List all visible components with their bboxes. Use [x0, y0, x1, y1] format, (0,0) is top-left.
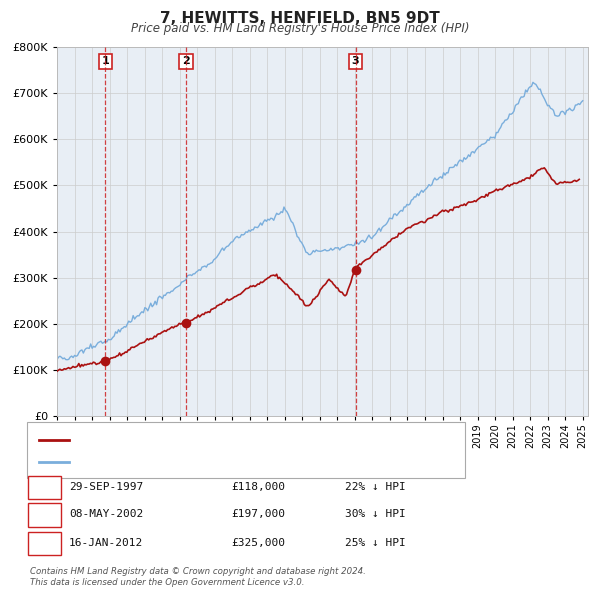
Text: 1: 1 [40, 480, 49, 493]
Text: 3: 3 [352, 57, 359, 67]
Text: 30% ↓ HPI: 30% ↓ HPI [345, 510, 406, 519]
Text: 25% ↓ HPI: 25% ↓ HPI [345, 538, 406, 548]
Text: 2: 2 [40, 508, 49, 521]
Text: HPI: Average price, detached house, Horsham: HPI: Average price, detached house, Hors… [75, 457, 315, 467]
Text: 22% ↓ HPI: 22% ↓ HPI [345, 482, 406, 491]
Text: 2: 2 [182, 57, 190, 67]
Text: 7, HEWITTS, HENFIELD, BN5 9DT: 7, HEWITTS, HENFIELD, BN5 9DT [160, 11, 440, 25]
Text: This data is licensed under the Open Government Licence v3.0.: This data is licensed under the Open Gov… [30, 578, 305, 588]
Text: 3: 3 [40, 536, 49, 549]
Text: £197,000: £197,000 [231, 510, 285, 519]
Text: Contains HM Land Registry data © Crown copyright and database right 2024.: Contains HM Land Registry data © Crown c… [30, 566, 366, 576]
Text: 29-SEP-1997: 29-SEP-1997 [69, 482, 143, 491]
Text: Price paid vs. HM Land Registry's House Price Index (HPI): Price paid vs. HM Land Registry's House … [131, 22, 469, 35]
Text: 16-JAN-2012: 16-JAN-2012 [69, 538, 143, 548]
Text: 7, HEWITTS, HENFIELD, BN5 9DT (detached house): 7, HEWITTS, HENFIELD, BN5 9DT (detached … [75, 435, 340, 445]
Text: £118,000: £118,000 [231, 482, 285, 491]
Text: 08-MAY-2002: 08-MAY-2002 [69, 510, 143, 519]
Text: 1: 1 [101, 57, 109, 67]
Text: £325,000: £325,000 [231, 538, 285, 548]
